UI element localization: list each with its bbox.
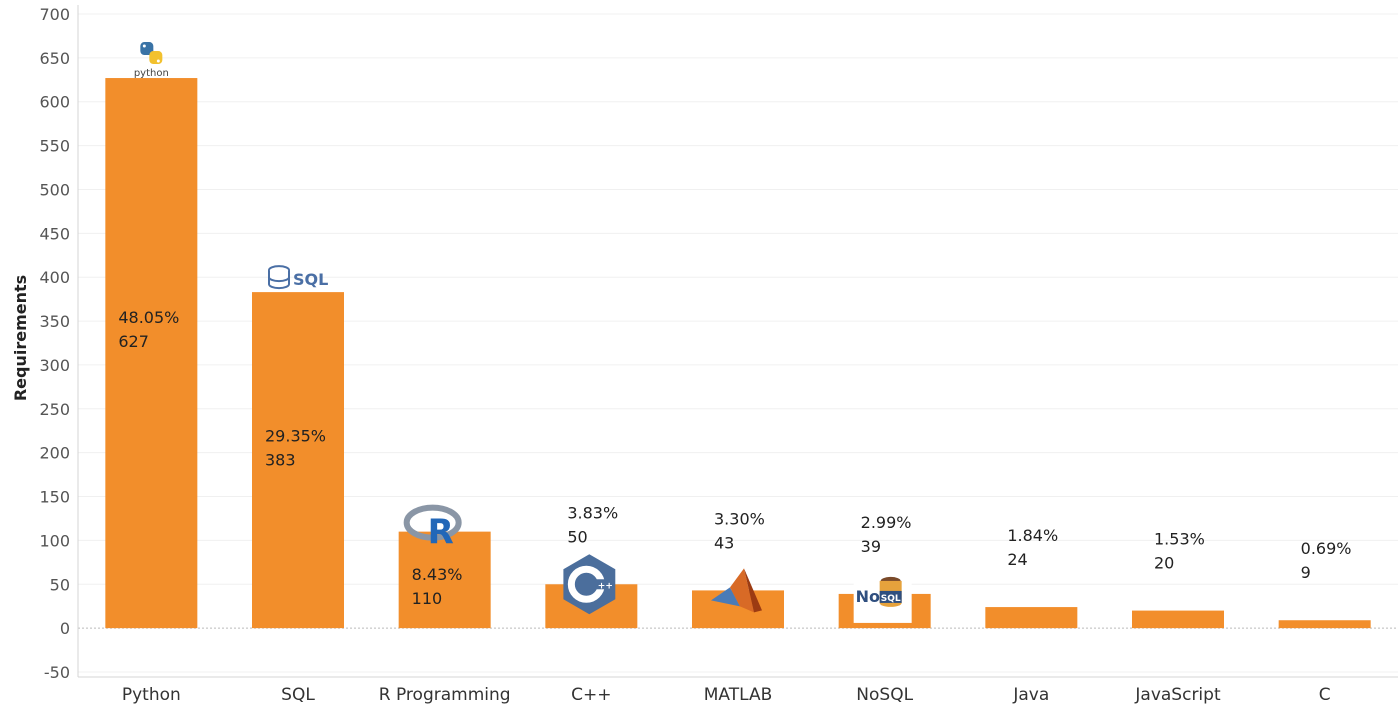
data-label-percent: 8.43% [412, 565, 463, 584]
svg-text:SQL: SQL [881, 594, 901, 604]
x-tick-label: Java [1012, 685, 1049, 705]
r-logo-icon: R [403, 504, 462, 553]
data-label-percent: 48.05% [118, 308, 179, 327]
data-label-count: 20 [1154, 554, 1174, 573]
y-tick-label: 50 [50, 575, 70, 594]
y-tick-label: 400 [39, 268, 70, 287]
data-label-count: 627 [118, 332, 149, 351]
data-label-count: 9 [1301, 563, 1311, 582]
data-label-percent: 2.99% [861, 513, 912, 532]
x-tick-label: C++ [571, 685, 611, 705]
x-tick-label: R Programming [379, 685, 511, 705]
data-label-percent: 29.35% [265, 427, 326, 446]
y-tick-label: 100 [39, 531, 70, 550]
axis-layer: Requirements -50 0 50 100 150 200 250 300 350 400… [11, 5, 1398, 705]
y-axis-title: Requirements [11, 275, 30, 401]
x-tick-label: MATLAB [704, 685, 773, 705]
data-label-count: 50 [567, 527, 587, 546]
data-label-percent: 1.53% [1154, 530, 1205, 549]
cpp-logo-icon: ++ [563, 554, 616, 615]
python-logo-icon: python [134, 42, 169, 79]
svg-text:++: ++ [598, 581, 613, 591]
y-tick-label: 450 [39, 224, 70, 243]
bar[interactable] [1132, 610, 1224, 629]
data-label-percent: 3.83% [567, 503, 618, 522]
y-tick-label: 300 [39, 356, 70, 375]
svg-text:python: python [134, 68, 169, 79]
data-label-percent: 1.84% [1007, 526, 1058, 545]
bar-layer [105, 78, 1371, 629]
y-tick-label: 600 [39, 93, 70, 112]
data-label-count: 110 [412, 589, 443, 608]
svg-text:R: R [428, 513, 454, 553]
x-tick-label: SQL [281, 685, 315, 705]
data-label-count: 24 [1007, 550, 1027, 569]
bar[interactable] [105, 78, 198, 629]
bar[interactable] [398, 531, 491, 629]
bar[interactable] [252, 292, 344, 629]
y-tick-label: 150 [39, 488, 70, 507]
matlab-logo-icon [711, 568, 762, 613]
y-tick-label: 200 [39, 444, 70, 463]
y-tick-label: 550 [39, 137, 70, 156]
y-tick-label: 700 [39, 5, 70, 24]
bar[interactable] [985, 607, 1078, 629]
data-label-count: 383 [265, 451, 296, 470]
svg-text:SQL: SQL [293, 270, 328, 289]
y-tick-label: 500 [39, 180, 70, 199]
y-tick-label: 250 [39, 400, 70, 419]
bar[interactable] [1278, 620, 1371, 629]
y-tick-label: 650 [39, 49, 70, 68]
y-tick-label: 0 [60, 619, 70, 638]
x-tick-label: Python [122, 685, 181, 705]
x-tick-label: JavaScript [1134, 685, 1221, 705]
y-tick-label: 350 [39, 312, 70, 331]
svg-text:No: No [856, 587, 880, 606]
data-label-count: 43 [714, 533, 734, 552]
y-tick-label: -50 [44, 663, 70, 682]
x-tick-label: NoSQL [856, 685, 913, 705]
data-label-percent: 3.30% [714, 509, 765, 528]
x-tick-label: C [1319, 685, 1331, 705]
label-layer: 48.05% 627 29.35% 383 8.43% 110 3.83% 50 3.30% 43… [118, 308, 1351, 608]
data-label-count: 39 [861, 537, 881, 556]
data-label-percent: 0.69% [1301, 539, 1352, 558]
sql-database-icon: SQL [268, 265, 328, 289]
nosql-logo-icon: No SQL [853, 568, 912, 623]
